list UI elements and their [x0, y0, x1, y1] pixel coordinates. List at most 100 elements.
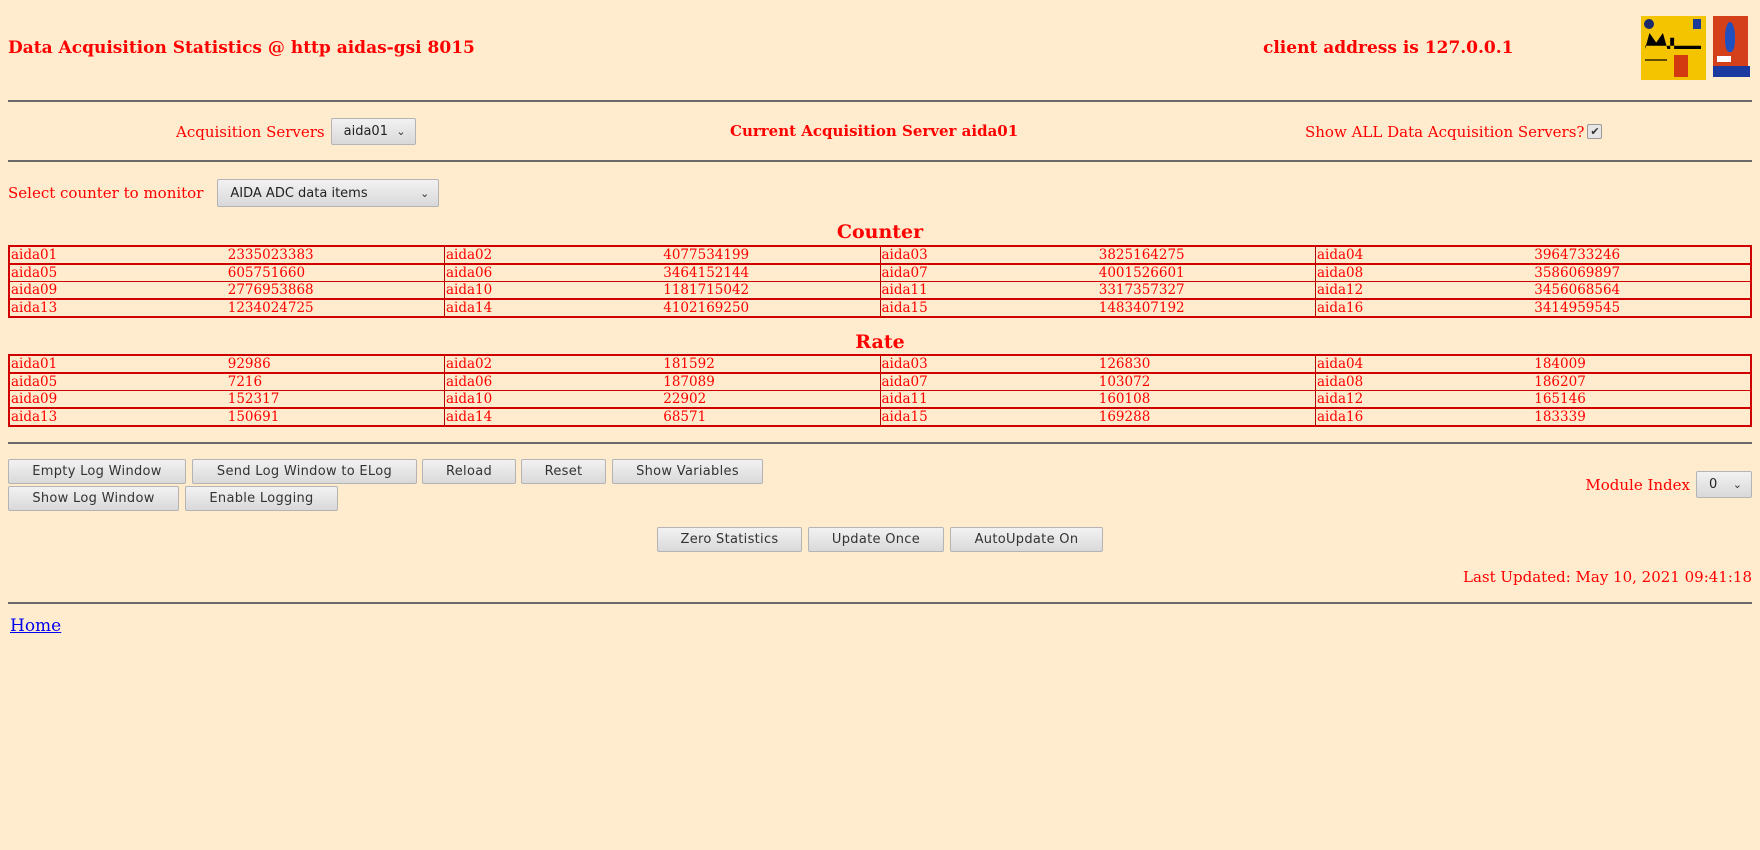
enable-logging-button[interactable]: Enable Logging	[185, 486, 338, 511]
rate-value: 92986	[226, 354, 445, 374]
counter-module-name: aida15	[879, 298, 1098, 318]
midas-logo	[1641, 16, 1706, 80]
acquisition-server-select[interactable]: aida01 ⌄	[330, 118, 416, 145]
counter-module-name: aida04	[1315, 245, 1534, 265]
rate-value: 7216	[226, 372, 445, 391]
rate-module-name: aida15	[879, 407, 1098, 427]
chevron-down-icon: ⌄	[1732, 478, 1742, 491]
rate-value: 184009	[1533, 354, 1751, 374]
rate-module-name: aida01	[8, 354, 227, 374]
rate-value: 22902	[662, 390, 880, 409]
rate-module-name: aida03	[879, 354, 1098, 374]
rate-module-name: aida12	[1315, 390, 1534, 409]
rate-module-name: aida10	[444, 390, 663, 409]
counter-module-name: aida13	[8, 298, 227, 318]
show-all-servers-checkbox[interactable]: ✔	[1587, 124, 1603, 139]
counter-value: 3317357327	[1097, 281, 1316, 300]
counter-module-name: aida09	[8, 281, 227, 300]
rate-module-name: aida07	[879, 372, 1098, 391]
rate-module-name: aida04	[1315, 354, 1534, 374]
rate-module-name: aida14	[444, 407, 663, 427]
empty-log-window-button[interactable]: Empty Log Window	[8, 459, 186, 484]
rate-value: 68571	[662, 407, 880, 427]
current-server: Current Acquisition Server aida01	[730, 122, 1019, 140]
show-variables-button[interactable]: Show Variables	[612, 459, 763, 484]
module-index-label: Module Index	[1585, 475, 1690, 494]
counter-select-value: AIDA ADC data items	[230, 185, 368, 201]
counter-value: 4102169250	[662, 298, 880, 318]
rate-value: 181592	[662, 354, 880, 374]
counter-value: 1234024725	[226, 298, 445, 318]
rate-module-name: aida11	[879, 390, 1098, 409]
module-index-value: 0	[1709, 477, 1718, 492]
send-log-to-elog-button[interactable]: Send Log Window to ELog	[192, 459, 417, 484]
counter-row: aida01 2335023383 aida02 4077534199 aida03 38…	[8, 245, 1751, 265]
counter-row: aida09 2776953868 aida10 1181715042 aida11 33…	[8, 281, 1751, 300]
rate-row: aida01 92986 aida02 181592 aida03 126830 aida0…	[8, 354, 1751, 374]
rate-value: 150691	[226, 407, 445, 427]
counter-module-name: aida07	[879, 263, 1098, 282]
rate-row: aida05 7216 aida06 187089 aida07 103072 aida08…	[8, 372, 1751, 391]
counter-module-name: aida11	[879, 281, 1098, 300]
counter-value: 2335023383	[226, 245, 445, 265]
home-link[interactable]: Home	[10, 616, 62, 636]
counter-value: 3825164275	[1097, 245, 1316, 265]
show-all-servers-label: Show ALL Data Acquisition Servers?	[1305, 122, 1585, 141]
rate-module-name: aida08	[1315, 372, 1534, 391]
counter-module-name: aida16	[1315, 298, 1534, 318]
counter-value: 605751660	[226, 263, 445, 282]
counter-module-name: aida03	[879, 245, 1098, 265]
divider	[8, 160, 1752, 162]
rate-value: 152317	[226, 390, 445, 409]
counter-module-name: aida02	[444, 245, 663, 265]
divider	[8, 602, 1752, 604]
counter-module-name: aida10	[444, 281, 663, 300]
chevron-down-icon: ⌄	[420, 186, 430, 200]
counter-table: aida01 2335023383 aida02 4077534199 aida03 38…	[8, 245, 1752, 318]
acquisition-server-value: aida01	[343, 124, 388, 139]
reset-button[interactable]: Reset	[521, 459, 606, 484]
page-title: Data Acquisition Statistics @ http aidas…	[8, 38, 475, 58]
acquisition-servers-label: Acquisition Servers	[176, 122, 325, 141]
counter-value: 3464152144	[662, 263, 880, 282]
show-log-window-button[interactable]: Show Log Window	[8, 486, 179, 511]
rate-module-name: aida06	[444, 372, 663, 391]
rate-value: 103072	[1097, 372, 1316, 391]
rate-value: 165146	[1533, 390, 1751, 409]
rate-value: 183339	[1533, 407, 1751, 427]
counter-value: 3586069897	[1533, 263, 1751, 282]
rate-module-name: aida13	[8, 407, 227, 427]
rate-heading: Rate	[855, 331, 905, 353]
rate-module-name: aida16	[1315, 407, 1534, 427]
rate-table: aida01 92986 aida02 181592 aida03 126830 aida0…	[8, 354, 1752, 427]
counter-select[interactable]: AIDA ADC data items ⌄	[217, 179, 440, 207]
module-index-select[interactable]: 0 ⌄	[1696, 471, 1752, 498]
rate-value: 160108	[1097, 390, 1316, 409]
select-counter-label: Select counter to monitor	[8, 184, 204, 202]
rate-value: 126830	[1097, 354, 1316, 374]
rate-module-name: aida09	[8, 390, 227, 409]
counter-module-name: aida01	[8, 245, 227, 265]
tcl-powered-logo	[1713, 16, 1750, 79]
rate-module-name: aida02	[444, 354, 663, 374]
counter-value: 1483407192	[1097, 298, 1316, 318]
autoupdate-button[interactable]: AutoUpdate On	[950, 527, 1103, 552]
counter-value: 1181715042	[662, 281, 880, 300]
counter-value: 4077534199	[662, 245, 880, 265]
counter-module-name: aida06	[444, 263, 663, 282]
divider	[8, 442, 1752, 444]
zero-statistics-button[interactable]: Zero Statistics	[657, 527, 802, 552]
reload-button[interactable]: Reload	[422, 459, 516, 484]
client-address: client address is 127.0.0.1	[1263, 38, 1514, 58]
update-once-button[interactable]: Update Once	[808, 527, 944, 552]
counter-row: aida05 605751660 aida06 3464152144 aida07 400…	[8, 263, 1751, 282]
rate-value: 169288	[1097, 407, 1316, 427]
rate-value: 186207	[1533, 372, 1751, 391]
rate-value: 187089	[662, 372, 880, 391]
rate-row: aida13 150691 aida14 68571 aida15 169288 aida1…	[8, 407, 1751, 427]
counter-heading: Counter	[836, 221, 924, 243]
counter-value: 2776953868	[226, 281, 445, 300]
counter-value: 4001526601	[1097, 263, 1316, 282]
counter-row: aida13 1234024725 aida14 4102169250 aida15 14…	[8, 298, 1751, 318]
counter-value: 3414959545	[1533, 298, 1751, 318]
